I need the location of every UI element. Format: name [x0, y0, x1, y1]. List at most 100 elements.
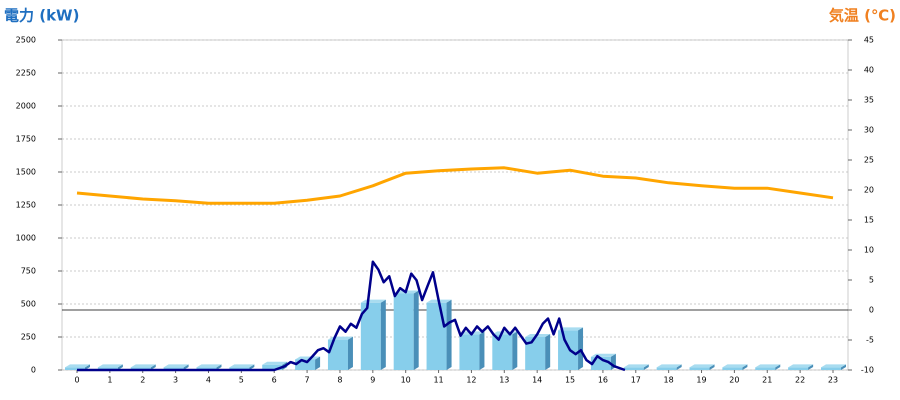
bar-side [347, 336, 353, 370]
bar-side [775, 364, 781, 370]
x-tick-label: 21 [762, 376, 772, 385]
bar [722, 367, 743, 370]
bar-side [183, 364, 189, 370]
bar-side [742, 364, 748, 370]
x-tick-label: 16 [598, 376, 608, 385]
x-tick-label: 4 [206, 376, 211, 385]
bar-top [130, 364, 156, 368]
y2-tick-label: 5 [869, 276, 874, 285]
y2-tick-label: 30 [864, 126, 874, 135]
x-tick-label: 23 [828, 376, 838, 385]
bar-top [262, 361, 288, 365]
x-tick-label: 11 [433, 376, 443, 385]
bar-side [841, 364, 846, 370]
bar-top [722, 364, 748, 368]
x-tick-label: 13 [499, 376, 509, 385]
bar-side [249, 364, 255, 370]
bar-top [65, 364, 90, 368]
bar-side [315, 356, 321, 370]
x-tick-label: 19 [696, 376, 706, 385]
bar-side [578, 327, 584, 370]
bar [525, 337, 546, 370]
line [77, 260, 626, 372]
y-tick-label: 1000 [16, 234, 36, 243]
x-tick-label: 12 [466, 376, 476, 385]
x-tick-label: 9 [370, 376, 375, 385]
x-tick-label: 0 [74, 376, 79, 385]
bar [558, 330, 579, 370]
x-tick-label: 10 [401, 376, 411, 385]
x-tick-label: 20 [729, 376, 739, 385]
bar-top [163, 364, 189, 368]
bar-top [97, 364, 123, 368]
x-tick-label: 2 [140, 376, 145, 385]
bar [689, 367, 710, 370]
bar-side [709, 364, 715, 370]
bar [229, 367, 250, 370]
bar [623, 367, 644, 370]
bar-side [446, 299, 452, 370]
bar [163, 367, 184, 370]
y2-tick-label: 25 [864, 156, 874, 165]
bar [327, 339, 348, 370]
y-tick-label: 750 [21, 267, 36, 276]
bar-top [295, 356, 321, 360]
y2-tick-label: 20 [864, 186, 874, 195]
y-tick-label: 2000 [16, 102, 36, 111]
x-tick-label: 15 [565, 376, 575, 385]
x-tick-label: 22 [795, 376, 805, 385]
y-axis-title: 電力 (kW) [4, 7, 79, 25]
x-tick-label: 17 [631, 376, 641, 385]
bar [97, 367, 118, 370]
y2-tick-label: 40 [864, 66, 874, 75]
x-tick-label: 5 [239, 376, 244, 385]
x-tick-label: 14 [532, 376, 542, 385]
bar-side [85, 364, 90, 370]
bar-top [755, 364, 781, 368]
x-tick-label: 1 [107, 376, 112, 385]
y2-tick-label: -10 [861, 366, 874, 375]
bar [393, 293, 414, 370]
y-tick-label: 250 [21, 333, 36, 342]
x-tick-label: 7 [305, 376, 310, 385]
y2-tick-label: 0 [869, 306, 874, 315]
bar [788, 367, 809, 370]
bar [295, 359, 316, 370]
bar-side [216, 364, 222, 370]
bar-side [413, 290, 419, 370]
bar [656, 367, 677, 370]
y-tick-label: 1250 [16, 201, 36, 210]
x-tick-label: 18 [664, 376, 674, 385]
y-tick-label: 2250 [16, 69, 36, 78]
x-tick-label: 3 [173, 376, 178, 385]
bar-top [656, 364, 682, 368]
y2-axis-title: 気温 (℃) [829, 7, 896, 25]
bar-top [821, 364, 846, 368]
y-tick-label: 1500 [16, 168, 36, 177]
y-tick-label: 500 [21, 300, 36, 309]
bar-top [623, 364, 649, 368]
bar-top [788, 364, 814, 368]
bar-side [512, 331, 518, 370]
x-tick-label: 6 [272, 376, 277, 385]
bar [196, 367, 217, 370]
bar [130, 367, 151, 370]
bar [360, 302, 381, 370]
bar [821, 367, 841, 370]
bar [492, 334, 513, 370]
bar [459, 334, 480, 370]
y2-tick-label: 10 [864, 246, 874, 255]
y2-tick-label: -5 [866, 336, 874, 345]
bar-side [676, 364, 682, 370]
bar-side [545, 334, 551, 370]
bar [426, 302, 447, 370]
y-tick-label: 0 [31, 366, 36, 375]
y2-tick-label: 15 [864, 216, 874, 225]
bar-side [808, 364, 814, 370]
bar-side [117, 364, 123, 370]
bar-side [643, 364, 649, 370]
y-tick-label: 2500 [16, 36, 36, 45]
line [76, 166, 834, 205]
